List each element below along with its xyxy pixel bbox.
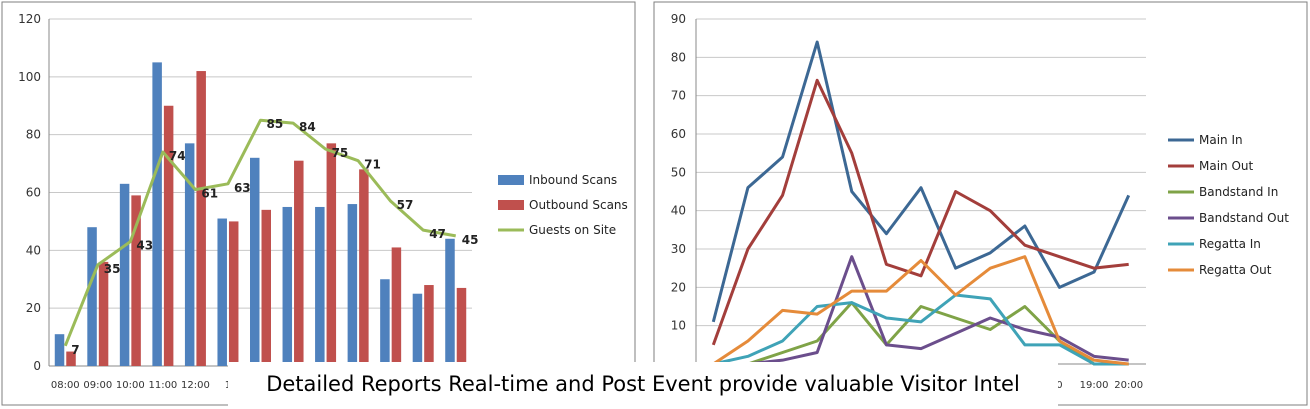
chart1-y-tick-label: 120	[18, 12, 41, 26]
chart1-legend-label: Inbound Scans	[529, 173, 617, 187]
chart1-x-tick-label: 09:00	[83, 380, 112, 391]
inbound-bar	[217, 218, 227, 366]
main-in-line	[711, 40, 1131, 323]
inbound-bar	[445, 238, 455, 366]
chart2-x-tick-label: 19:00	[1080, 380, 1109, 391]
guests-data-label: 71	[364, 158, 381, 172]
chart1-x-tick-label: 1	[225, 380, 231, 391]
chart1-x-tick-label: 12:00	[181, 380, 210, 391]
guests-data-label: 43	[136, 239, 153, 253]
inbound-bar	[380, 279, 390, 366]
chart2-y-tick-label: 60	[671, 127, 686, 141]
chart2-y-tick-label: 20	[671, 280, 686, 294]
outbound-bar	[359, 169, 369, 366]
inbound-bar	[119, 183, 130, 366]
inbound-bar	[282, 206, 293, 366]
chart2-y-tick-label: 30	[671, 242, 686, 256]
chart1-x-tick-label: 10:00	[116, 380, 145, 391]
chart2-legend-label: Regatta In	[1199, 237, 1261, 251]
outbound-bar	[391, 247, 402, 366]
guests-line	[63, 118, 456, 347]
chart2-y-tick-label: 50	[671, 165, 686, 179]
outbound-bar	[456, 287, 467, 366]
inbound-bar	[347, 204, 358, 366]
chart2-y-tick-label: 70	[671, 89, 686, 103]
outbound-bar	[163, 105, 174, 366]
inbound-bar	[87, 227, 97, 366]
outbound-bar	[196, 71, 206, 367]
guests-data-label: 61	[201, 187, 218, 201]
chart1-y-tick-label: 80	[26, 128, 41, 142]
guests-data-label: 85	[267, 117, 284, 131]
chart2-legend-label: Main Out	[1199, 159, 1254, 173]
chart2-legend-label: Main In	[1199, 133, 1243, 147]
outbound-bar	[66, 351, 76, 366]
regatta-out-line	[712, 255, 1129, 366]
chart2-x-tick-label: 0	[1056, 380, 1062, 391]
chart1-y-tick-label: 100	[18, 70, 41, 84]
chart1-legend-label: Guests on Site	[529, 223, 616, 237]
guests-data-label: 74	[169, 149, 186, 163]
outbound-bar	[261, 209, 271, 366]
chart2-legend-label: Bandstand In	[1199, 185, 1278, 199]
caption: Detailed Reports Real-time and Post Even…	[228, 362, 1058, 409]
line-chart: 10 20 30 40 50 60 70 80 90 0 19:00 20:00 Main In Main…	[653, 1, 1308, 406]
chart1-y-tick-label: 20	[26, 301, 41, 315]
guests-data-label: 35	[104, 262, 121, 276]
chart1-y-tick-label: 0	[33, 359, 41, 373]
outbound-bar	[294, 160, 304, 366]
guests-data-label: 63	[234, 181, 251, 195]
guests-data-label: 57	[397, 198, 414, 212]
chart1-legend-label: Outbound Scans	[529, 198, 628, 212]
chart2-legend-label: Bandstand Out	[1199, 211, 1289, 225]
outbound-bar	[228, 221, 239, 366]
inbound-bar	[184, 143, 195, 366]
guests-data-label: 7	[71, 343, 79, 357]
chart2-y-tick-label: 80	[671, 50, 686, 64]
chart2-y-tick-label: 10	[671, 319, 686, 333]
regatta-in-line	[712, 293, 1129, 366]
inbound-bar	[315, 206, 325, 366]
inbound-bar	[412, 293, 423, 366]
chart2-legend-label: Regatta Out	[1199, 263, 1272, 277]
chart1-y-tick-label: 40	[26, 243, 41, 257]
inbound-bar	[152, 62, 162, 366]
outbound-bar	[131, 195, 141, 366]
inbound-bar	[54, 334, 65, 366]
chart1-y-tick-label: 60	[26, 186, 41, 200]
chart2-y-tick-label: 40	[671, 204, 686, 218]
guests-data-label: 45	[462, 233, 479, 247]
chart1-x-tick-label: 11:00	[148, 380, 177, 391]
guests-data-label: 75	[332, 146, 349, 160]
inbound-bar	[250, 157, 260, 366]
chart2-x-tick-label: 20:00	[1114, 380, 1143, 391]
chart2-frame	[653, 1, 1308, 406]
chart2-y-tick-label: 90	[671, 12, 686, 26]
outbound-bar	[424, 285, 434, 366]
chart1-x-tick-label: 08:00	[51, 380, 80, 391]
outbound-bar	[98, 261, 109, 366]
outbound-bar	[326, 143, 337, 366]
guests-data-label: 84	[299, 120, 316, 134]
bar-line-chart: 0 20 40 60 80 100 120 7 35 43 74 61 63 85 84 75 71 57 47 45…	[1, 1, 636, 406]
legend-swatch-outbound	[498, 200, 524, 210]
guests-data-label: 47	[429, 227, 446, 241]
legend-swatch-inbound	[498, 175, 524, 185]
main-out-line	[711, 78, 1129, 346]
